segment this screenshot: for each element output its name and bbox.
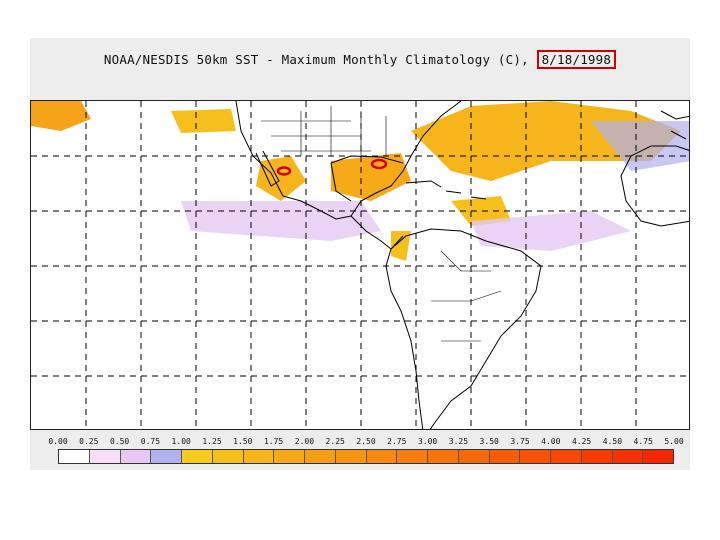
colorbar-tick-label: 3.75 bbox=[510, 437, 530, 446]
title-date: 8/18/1998 bbox=[536, 50, 617, 69]
coast-africa bbox=[620, 145, 689, 227]
colorbar-labels: 0.00 0.25 0.50 0.75 1.00 1.25 1.50 1.75 2.00 2.25… bbox=[30, 437, 690, 449]
title-text: NOAA/NESDIS 50km SST - Maximum Monthly C… bbox=[103, 52, 529, 67]
colorbar-segment bbox=[643, 450, 673, 463]
colorbar-tick-label: 2.25 bbox=[325, 437, 345, 446]
highlight-mark-pacific bbox=[276, 166, 292, 176]
colorbar-tick-label: 4.25 bbox=[571, 437, 592, 446]
colorbar-segment bbox=[366, 450, 398, 463]
country-borders bbox=[431, 250, 502, 342]
colorbar bbox=[58, 449, 674, 464]
patch-colombia bbox=[391, 231, 411, 261]
colorbar-tick-label: 1.25 bbox=[202, 437, 222, 446]
colorbar-tick-label: 2.00 bbox=[294, 437, 315, 446]
patch-eastern-pacific bbox=[181, 201, 381, 241]
colorbar-segment bbox=[428, 450, 459, 463]
colorbar-tick-label: 3.00 bbox=[417, 437, 438, 446]
colorbar-segment bbox=[458, 450, 490, 463]
colorbar-segment bbox=[59, 450, 90, 463]
highlight-mark-gulf bbox=[370, 158, 388, 170]
state-borders bbox=[261, 106, 387, 156]
colorbar-segment bbox=[551, 450, 582, 463]
colorbar-tick-label: 0.25 bbox=[79, 437, 99, 446]
colorbar-tick-label: 0.50 bbox=[109, 437, 130, 446]
colorbar-tick-label: 3.25 bbox=[448, 437, 469, 446]
colorbar-tick-label: 3.50 bbox=[479, 437, 499, 446]
colorbar-tick-label: 5.00 bbox=[664, 437, 684, 446]
map-canvas bbox=[31, 101, 689, 429]
colorbar-segment bbox=[120, 450, 152, 463]
colorbar-tick-label: 2.50 bbox=[356, 437, 376, 446]
patch-mexico-pacific bbox=[256, 156, 306, 201]
colorbar-tick-label: 0.75 bbox=[140, 437, 161, 446]
colorbar-segment bbox=[274, 450, 305, 463]
colorbar-tick-label: 1.75 bbox=[263, 437, 284, 446]
colorbar-segment bbox=[581, 450, 613, 463]
colorbar-segment bbox=[182, 450, 213, 463]
coast-europe bbox=[660, 110, 689, 140]
colorbar-tick-label: 2.75 bbox=[387, 437, 407, 446]
patch-caribbean bbox=[451, 196, 511, 226]
colorbar-tick-label: 1.00 bbox=[171, 437, 191, 446]
patch-north-pacific bbox=[31, 101, 91, 131]
colorbar-segment bbox=[212, 450, 244, 463]
coastlines bbox=[235, 101, 689, 429]
colorbar-segment bbox=[612, 450, 644, 463]
patch-east-atlantic bbox=[591, 121, 689, 171]
anomaly-patches bbox=[31, 101, 689, 261]
sst-map bbox=[30, 100, 690, 430]
coast-south-america bbox=[385, 228, 542, 429]
colorbar-segment bbox=[489, 450, 521, 463]
coast-baja bbox=[255, 150, 280, 187]
colorbar-tick-label: 4.75 bbox=[633, 437, 653, 446]
graticule bbox=[31, 101, 689, 429]
colorbar-segment bbox=[89, 450, 121, 463]
highlight-marks bbox=[276, 158, 388, 176]
colorbar-tick-label: 0.00 bbox=[48, 437, 68, 446]
coast-central-america bbox=[350, 215, 404, 250]
map-title: NOAA/NESDIS 50km SST - Maximum Monthly C… bbox=[0, 50, 720, 69]
colorbar-tick-label: 4.50 bbox=[602, 437, 623, 446]
colorbar-segment bbox=[520, 450, 551, 463]
coast-caribbean bbox=[405, 180, 487, 200]
colorbar-tick-label: 4.00 bbox=[541, 437, 561, 446]
colorbar-segment bbox=[335, 450, 367, 463]
patch-tropical-atlantic bbox=[471, 211, 631, 251]
colorbar-segment bbox=[305, 450, 336, 463]
colorbar-segment bbox=[397, 450, 428, 463]
patch-gulf bbox=[331, 153, 411, 201]
patch-pacific-coast bbox=[171, 109, 236, 133]
colorbar-segment bbox=[151, 450, 182, 463]
colorbar-tick-label: 1.50 bbox=[233, 437, 253, 446]
coast-gulf-mexico bbox=[330, 155, 404, 202]
colorbar-segment bbox=[243, 450, 275, 463]
